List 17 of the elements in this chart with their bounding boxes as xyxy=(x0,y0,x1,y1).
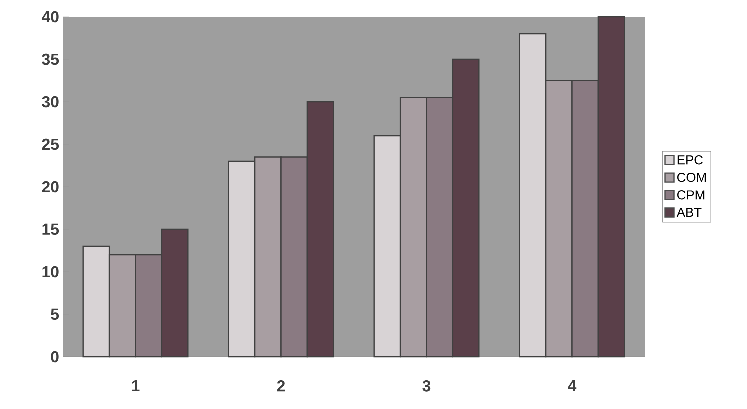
legend-label: ABT xyxy=(676,208,702,217)
y-tick-label: 30 xyxy=(42,96,59,108)
y-tick-label: 5 xyxy=(51,308,60,320)
y-tick-label: 35 xyxy=(42,54,60,66)
x-tick-label: 4 xyxy=(568,380,577,392)
legend-label: CPM xyxy=(678,190,705,200)
x-tick-label: 2 xyxy=(277,380,286,392)
y-tick-label: 20 xyxy=(42,181,59,193)
x-tick-label: 1 xyxy=(132,380,140,392)
y-tick-label: 15 xyxy=(42,224,60,236)
legend-label: EPC xyxy=(678,156,703,165)
y-tick-label: 25 xyxy=(42,138,60,150)
y-tick-label: 10 xyxy=(42,266,59,278)
x-tick-label: 3 xyxy=(422,380,431,392)
legend-label: COM xyxy=(678,173,706,182)
y-tick-label: 0 xyxy=(51,351,59,363)
y-tick-label: 40 xyxy=(42,11,59,23)
